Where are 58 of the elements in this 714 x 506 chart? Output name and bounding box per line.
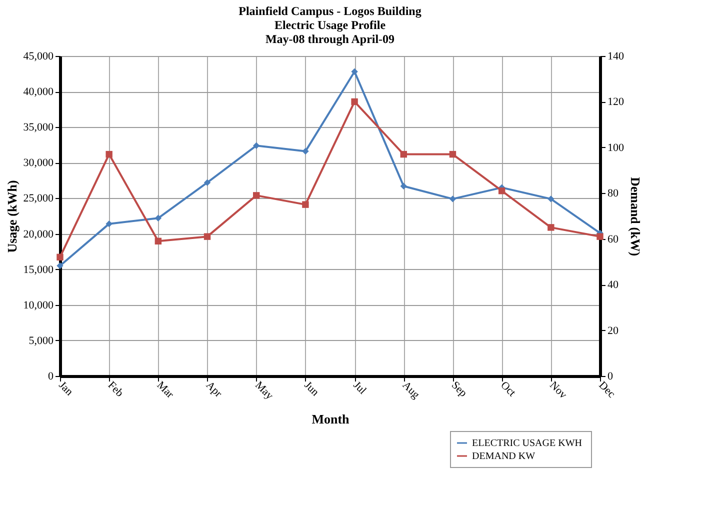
y-tick-label: 40,000 <box>23 86 54 98</box>
point <box>204 233 211 240</box>
y2-tick-label: 140 <box>608 50 624 62</box>
y2-tick-label: 20 <box>608 324 619 337</box>
point <box>154 238 162 244</box>
x-tick-label: May <box>252 379 276 402</box>
y-axis-title: Usage (kWh) <box>4 180 20 253</box>
y2-axis-title: Demand (kW) <box>628 176 643 256</box>
y2-tick-label: 120 <box>608 96 624 108</box>
y-tick-label: 5,000 <box>28 334 54 347</box>
legend-label: DEMAND KW <box>472 451 536 462</box>
x-tick-label: Nov <box>547 379 570 402</box>
text: Plainfield Campus - Logos Building <box>238 4 422 18</box>
y-tick-label: 15,000 <box>23 264 54 276</box>
point <box>449 196 456 202</box>
point <box>302 148 309 155</box>
x-tick-label: Feb <box>105 379 126 400</box>
x-axis-title: Month <box>312 411 350 426</box>
x-tick-label: Jan <box>56 379 76 398</box>
point <box>449 150 456 158</box>
point <box>56 254 64 260</box>
x-tick-label: Apr <box>204 379 224 400</box>
y-tick-label: 20,000 <box>23 228 54 240</box>
text: May-08 through April-09 <box>265 32 395 46</box>
point <box>596 233 604 240</box>
y2-tick-label: 40 <box>608 279 619 292</box>
point <box>204 179 211 186</box>
point <box>498 188 506 194</box>
point <box>351 68 358 75</box>
x-tick-label: Jul <box>350 379 368 397</box>
y-tick-label: 0 <box>48 370 54 382</box>
point <box>302 201 309 208</box>
y-tick-label: 25,000 <box>23 192 54 205</box>
legend-label: ELECTRIC USAGE KWH <box>472 438 582 449</box>
point <box>400 182 407 190</box>
x-tick-label: Mar <box>154 379 176 401</box>
point <box>253 192 260 199</box>
x-tick-label: Sep <box>448 379 470 400</box>
y-tick-label: 10,000 <box>23 299 54 312</box>
point <box>400 150 407 158</box>
point <box>548 196 554 202</box>
y2-tick-label: 100 <box>608 142 624 154</box>
point <box>56 262 64 270</box>
x-tick-label: Jun <box>302 379 322 399</box>
text: Electric Usage Profile <box>274 18 386 32</box>
point <box>253 142 260 149</box>
y-tick-label: 45,000 <box>23 50 54 62</box>
point <box>154 214 162 222</box>
y-tick-label: 30,000 <box>23 157 54 170</box>
y2-tick-label: 80 <box>608 188 619 200</box>
point <box>106 150 112 158</box>
point <box>106 220 112 228</box>
x-tick-label: Aug <box>400 379 422 402</box>
y2-tick-label: 60 <box>608 233 619 246</box>
y-tick-label: 35,000 <box>23 122 54 134</box>
point <box>351 98 358 106</box>
point <box>548 224 554 231</box>
x-tick-label: Oct <box>498 379 518 399</box>
